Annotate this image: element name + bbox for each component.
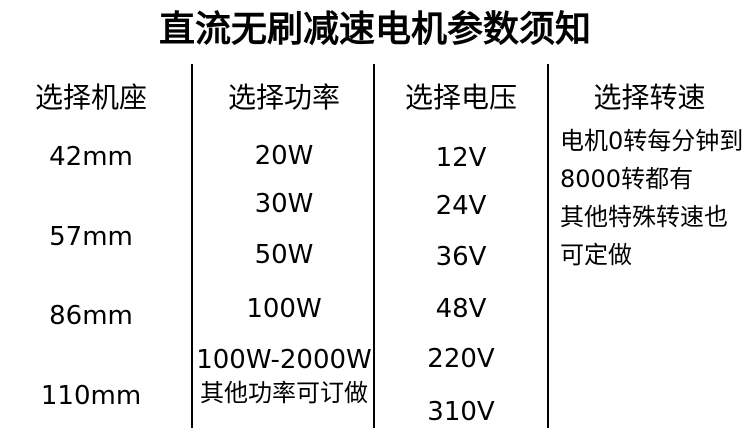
column-divider-1 (191, 64, 193, 428)
page-title: 直流无刷减速电机参数须知 (158, 9, 591, 50)
voltage-option-36v: 36V (435, 242, 487, 272)
speed-note-line-1: 电机0转每分钟到 (560, 127, 744, 155)
voltage-option-12v: 12V (435, 143, 487, 173)
voltage-option-310v: 310V (427, 397, 495, 427)
frame-size-option-86mm: 86mm (49, 301, 133, 331)
column-header-frame-size: 选择机座 (34, 81, 147, 114)
power-custom-note: 其他功率可订做 (200, 379, 368, 407)
frame-size-option-110mm: 110mm (40, 381, 142, 411)
column-divider-2 (373, 64, 375, 428)
column-divider-3 (547, 64, 549, 428)
speed-note-line-3: 其他特殊转速也 (560, 203, 728, 231)
power-option-100w: 100W (246, 294, 322, 324)
column-header-speed: 选择转速 (593, 81, 706, 114)
voltage-option-220v: 220V (427, 344, 495, 374)
frame-size-option-57mm: 57mm (49, 222, 133, 252)
frame-size-option-42mm: 42mm (49, 142, 133, 172)
speed-note-line-4: 可定做 (560, 241, 632, 269)
power-option-30w: 30W (254, 189, 314, 219)
power-option-20w: 20W (254, 141, 314, 171)
speed-note: 电机0转每分钟到 8000转都有 其他特殊转速也 可定做 (560, 122, 746, 274)
voltage-option-24v: 24V (435, 191, 487, 221)
column-header-voltage: 选择电压 (404, 81, 517, 114)
voltage-option-48v: 48V (435, 294, 487, 324)
speed-note-line-2: 8000转都有 (560, 165, 694, 193)
power-option-50w: 50W (254, 240, 314, 270)
column-header-power: 选择功率 (227, 81, 340, 114)
power-option-custom-range: 100W-2000W (196, 345, 372, 375)
